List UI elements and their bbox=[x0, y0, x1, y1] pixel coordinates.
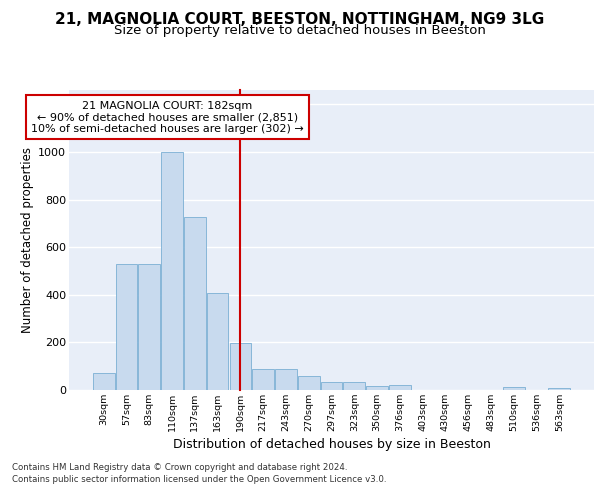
Bar bbox=[298, 376, 320, 390]
Bar bbox=[161, 152, 183, 390]
Text: Contains HM Land Registry data © Crown copyright and database right 2024.: Contains HM Land Registry data © Crown c… bbox=[12, 462, 347, 471]
Bar bbox=[230, 343, 251, 390]
Bar bbox=[503, 387, 524, 390]
Bar bbox=[275, 368, 297, 390]
Bar bbox=[139, 264, 160, 390]
Bar bbox=[389, 385, 410, 390]
Text: 21 MAGNOLIA COURT: 182sqm
← 90% of detached houses are smaller (2,851)
10% of se: 21 MAGNOLIA COURT: 182sqm ← 90% of detac… bbox=[31, 100, 304, 134]
Y-axis label: Number of detached properties: Number of detached properties bbox=[21, 147, 34, 333]
Bar bbox=[320, 382, 343, 390]
Bar bbox=[116, 264, 137, 390]
Bar bbox=[253, 368, 274, 390]
Text: Size of property relative to detached houses in Beeston: Size of property relative to detached ho… bbox=[114, 24, 486, 37]
Bar bbox=[343, 382, 365, 390]
Text: Contains public sector information licensed under the Open Government Licence v3: Contains public sector information licen… bbox=[12, 475, 386, 484]
Bar bbox=[207, 293, 229, 390]
Text: 21, MAGNOLIA COURT, BEESTON, NOTTINGHAM, NG9 3LG: 21, MAGNOLIA COURT, BEESTON, NOTTINGHAM,… bbox=[55, 12, 545, 28]
X-axis label: Distribution of detached houses by size in Beeston: Distribution of detached houses by size … bbox=[173, 438, 490, 451]
Bar bbox=[366, 386, 388, 390]
Bar bbox=[93, 374, 115, 390]
Bar bbox=[548, 388, 570, 390]
Bar bbox=[184, 218, 206, 390]
